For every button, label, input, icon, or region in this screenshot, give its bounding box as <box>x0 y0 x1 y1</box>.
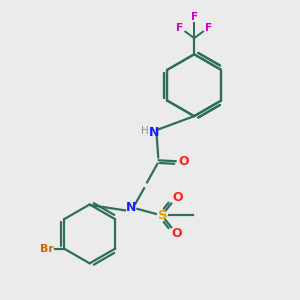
Text: F: F <box>205 22 212 32</box>
Text: F: F <box>190 12 198 22</box>
Text: H: H <box>141 126 149 136</box>
Text: Br: Br <box>40 244 53 254</box>
Text: O: O <box>171 227 182 240</box>
Text: N: N <box>149 126 160 140</box>
Text: O: O <box>172 191 183 204</box>
Text: O: O <box>178 155 189 168</box>
Text: N: N <box>126 201 136 214</box>
Text: F: F <box>176 22 183 32</box>
Text: S: S <box>158 209 167 222</box>
